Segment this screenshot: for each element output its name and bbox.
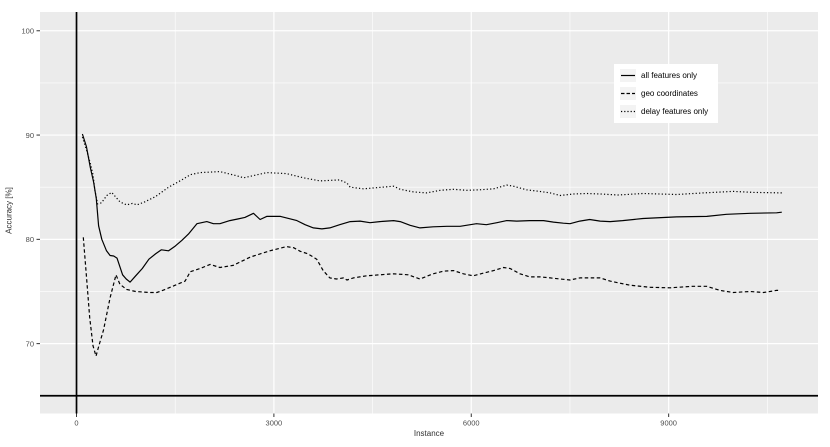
- legend-entry-geo-coordinates: geo coordinates: [620, 86, 718, 102]
- y-axis-title: Accuracy [%]: [4, 187, 14, 234]
- legend-label: geo coordinates: [641, 89, 698, 98]
- x-tick-label: 3000: [266, 419, 283, 428]
- dashed-line-key-icon: [620, 87, 636, 100]
- y-tick-label: 70: [26, 339, 34, 348]
- y-tick-label: 100: [21, 26, 34, 35]
- x-tick-label: 6000: [463, 419, 480, 428]
- legend-label: all features only: [641, 71, 698, 80]
- legend-label: delay features only: [641, 107, 709, 116]
- solid-line-key-icon: [620, 69, 636, 82]
- series-line-solid: [81, 133, 782, 283]
- x-axis-title: Instance: [413, 429, 445, 438]
- dotted-line-key-icon: [620, 105, 636, 118]
- legend-entry-delay-features: delay features only: [620, 104, 718, 120]
- y-tick-label: 80: [26, 235, 34, 244]
- y-tick-label: 90: [26, 131, 34, 140]
- legend: all features only geo coordinates delay …: [614, 64, 718, 123]
- x-tick-label: 0: [74, 419, 78, 428]
- x-tick-label: 9000: [660, 419, 677, 428]
- legend-entry-all-features: all features only: [620, 68, 718, 84]
- series-line-dotted: [81, 136, 782, 206]
- series-line-dashed: [82, 237, 781, 357]
